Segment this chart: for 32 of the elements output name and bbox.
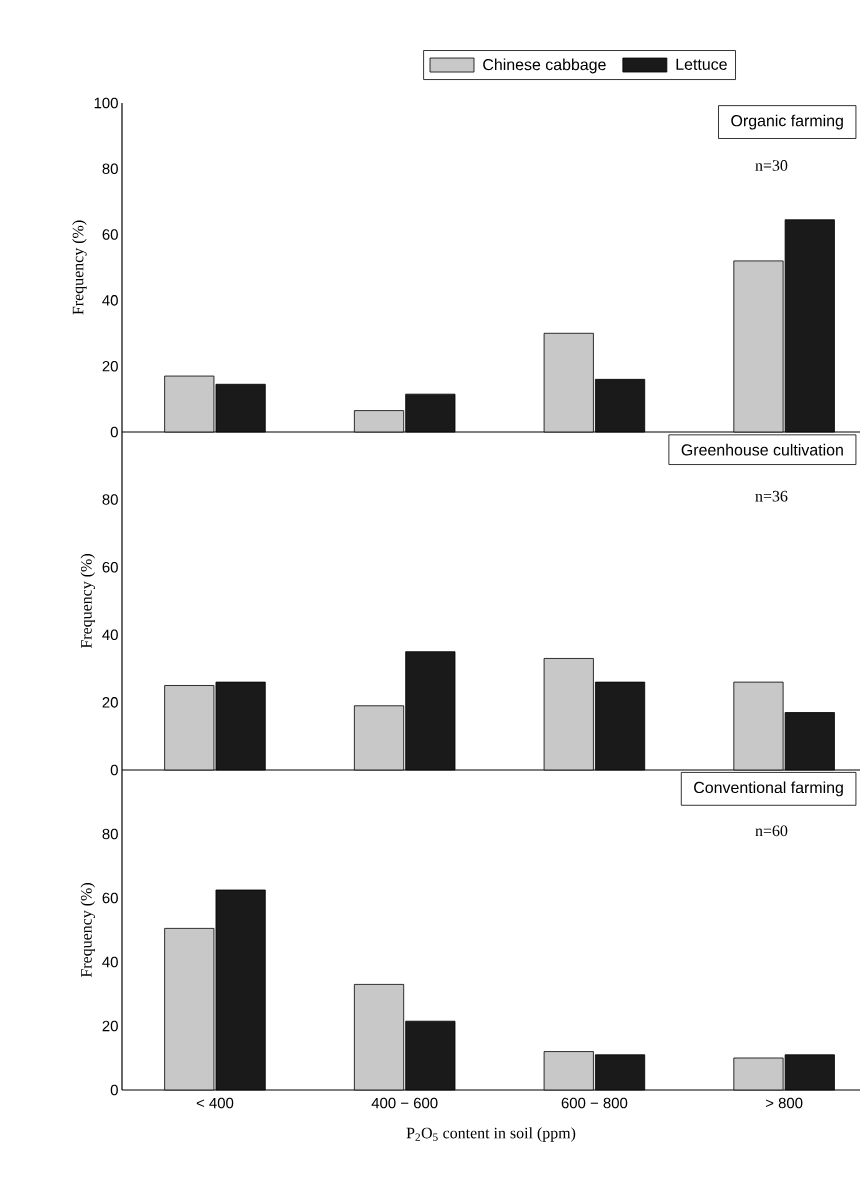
legend-label: Chinese cabbage: [483, 58, 606, 74]
y-axis-title: Frequency (%): [72, 220, 87, 315]
x-tick-label: 600 − 800: [561, 1097, 628, 1109]
x-tick-label: > 800: [765, 1097, 803, 1109]
legend-label: Lettuce: [676, 58, 727, 70]
y-tick-label: 20: [102, 360, 118, 372]
y-tick-label: 80: [102, 163, 118, 175]
y-tick-label: 60: [102, 892, 118, 904]
y-tick-label: 60: [102, 229, 118, 240]
y-tick-label: 40: [102, 629, 118, 641]
y-axis-title: Frequency (%): [80, 554, 96, 649]
y-tick-label: 0: [110, 1084, 118, 1096]
x-tick-label: 400 − 600: [371, 1097, 438, 1109]
y-tick-label: 0: [110, 764, 118, 776]
x-axis-title: P$_{2}$O$_{5}$ content in soil (ppm): [406, 1127, 576, 1142]
annotation: n=36: [755, 490, 788, 502]
y-tick-label: 0: [110, 426, 118, 438]
y-tick-label: 80: [102, 494, 118, 505]
y-tick-label: 60: [102, 561, 118, 573]
y-tick-label: 80: [102, 828, 118, 840]
annotation: n=30: [755, 160, 788, 171]
y-tick-label: 20: [102, 1020, 118, 1032]
y-tick-label: 100: [94, 97, 118, 109]
y-axis-title: Frequency (%): [80, 883, 96, 978]
y-tick-label: 20: [102, 697, 118, 708]
x-tick-label: < 400: [196, 1097, 234, 1109]
text: Organic farming: [731, 114, 843, 130]
text: Conventional farming: [694, 781, 843, 797]
y-tick-label: 40: [102, 295, 118, 306]
y-tick-label: 40: [102, 956, 118, 968]
text: Greenhouse cultivation: [681, 443, 843, 456]
annotation: n=60: [755, 825, 788, 837]
